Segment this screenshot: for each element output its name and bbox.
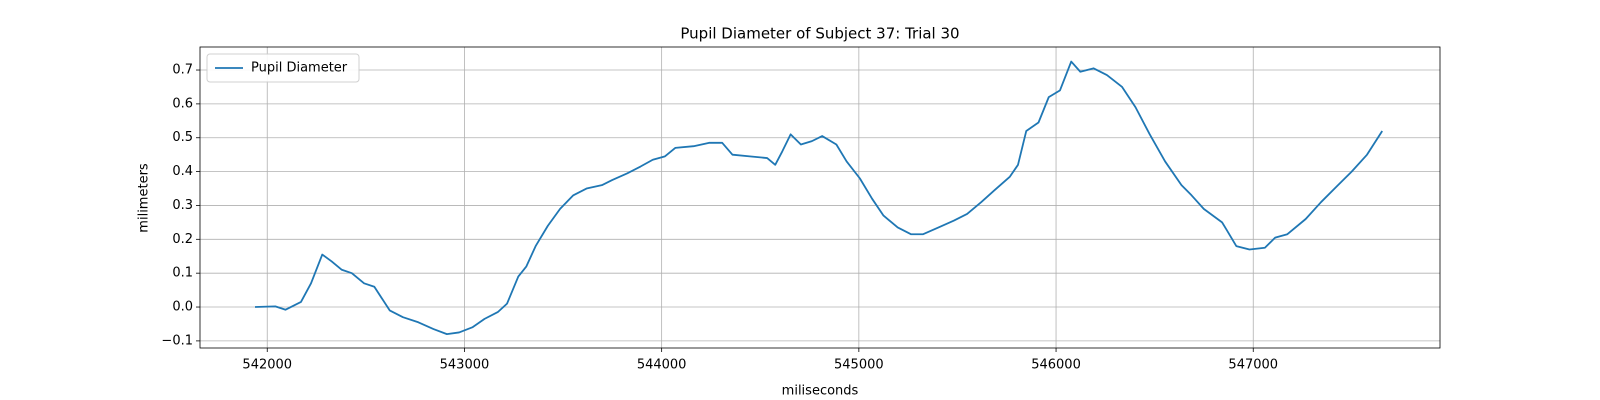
y-tick-label: 0.5	[172, 130, 193, 145]
x-tick-label: 545000	[834, 358, 884, 373]
y-tick-label: 0.2	[172, 232, 193, 247]
chart-title: Pupil Diameter of Subject 37: Trial 30	[680, 25, 959, 43]
legend-box	[206, 53, 360, 83]
y-tick-label: 0.3	[172, 198, 193, 213]
y-axis-label: milimeters	[137, 163, 152, 233]
legend-label: Pupil Diameter	[251, 61, 348, 76]
y-tick-label: 0.0	[172, 300, 193, 315]
data-line	[254, 60, 1383, 336]
y-tick-label: 0.6	[172, 96, 193, 111]
y-tick-label: 0.1	[172, 266, 193, 281]
plot-frame	[199, 46, 1441, 349]
y-tick-label: −0.1	[161, 333, 193, 348]
y-tick-label: 0.4	[172, 164, 193, 179]
x-tick-label: 543000	[440, 358, 490, 373]
x-tick-label: 547000	[1228, 358, 1278, 373]
y-tick-label: 0.7	[172, 63, 193, 78]
x-tick-label: 546000	[1031, 358, 1081, 373]
x-tick-label: 544000	[637, 358, 687, 373]
x-tick-label: 542000	[242, 358, 292, 373]
x-axis-label: miliseconds	[782, 384, 859, 399]
